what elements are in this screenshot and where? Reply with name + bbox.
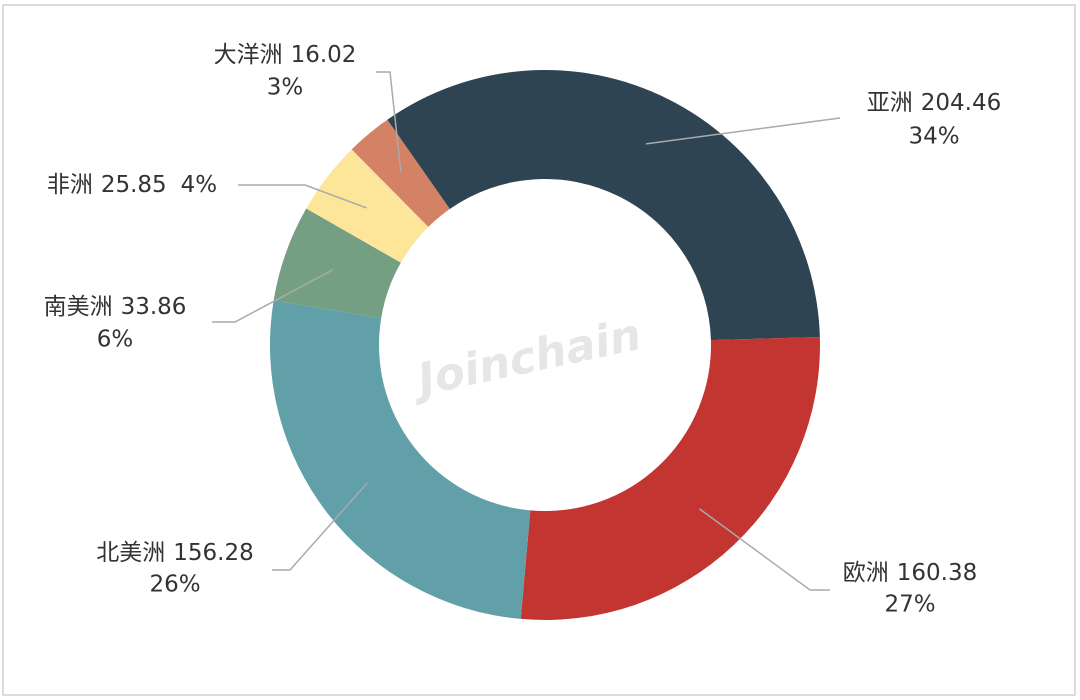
percentage-label: 26% <box>149 572 200 598</box>
donut-slice <box>306 149 429 263</box>
value-label: 156.28 <box>173 540 253 566</box>
value-label: 160.38 <box>897 560 977 586</box>
donut-slice <box>520 336 820 620</box>
value-label: 204.46 <box>921 90 1001 116</box>
slice-label: 亚洲 204.46 <box>867 90 1001 116</box>
percentage-label: 3% <box>267 75 304 101</box>
donut-slice <box>273 208 401 319</box>
value-label: 25.85 <box>101 172 167 198</box>
leader-line <box>272 482 368 571</box>
slice-label: 南美洲 33.86 <box>44 294 187 320</box>
slice-label: 非洲 25.85 4% <box>47 172 217 198</box>
percentage-label: 6% <box>97 327 134 353</box>
leader-line <box>238 184 367 209</box>
donut-slice <box>270 300 531 619</box>
value-label: 33.86 <box>121 294 187 320</box>
donut-slice <box>351 119 450 227</box>
category-name: 非洲 <box>47 172 93 198</box>
category-name: 北美洲 <box>96 540 165 566</box>
leader-line <box>212 269 334 323</box>
leader-line <box>698 508 830 591</box>
value-label: 16.02 <box>291 42 357 68</box>
percentage-label: 34% <box>908 124 959 150</box>
slice-label: 欧洲 160.38 <box>843 560 977 586</box>
category-name: 南美洲 <box>44 294 113 320</box>
percentage-label: 4% <box>181 172 218 198</box>
slice-label: 大洋洲 16.02 <box>214 42 357 68</box>
leader-line <box>376 71 402 173</box>
percentage-label: 27% <box>884 592 935 618</box>
category-name: 欧洲 <box>843 560 889 586</box>
category-name: 大洋洲 <box>214 42 283 68</box>
category-name: 亚洲 <box>867 90 913 116</box>
donut-slice <box>387 70 820 341</box>
slice-label: 北美洲 156.28 <box>96 540 253 566</box>
leader-line <box>645 117 841 145</box>
